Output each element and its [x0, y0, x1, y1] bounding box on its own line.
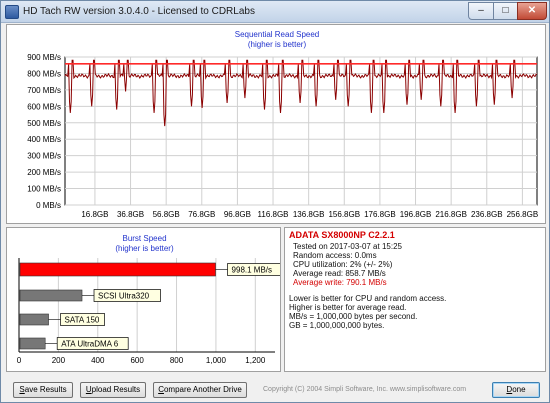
burst-speed-title-block: Burst Speed (higher is better)	[7, 234, 282, 254]
sequential-read-panel: Sequential Read Speed (higher is better)…	[6, 24, 546, 224]
done-accesskey: D	[506, 385, 513, 394]
y-tick-label: 400 MB/s	[27, 135, 61, 144]
y-tick-label: 300 MB/s	[27, 152, 61, 161]
y-tick-label: 800 MB/s	[27, 69, 61, 78]
bar-label: SCSI Ultra320	[98, 292, 150, 301]
burst-bar	[19, 262, 216, 277]
save-results-accesskey: S	[19, 385, 25, 394]
x-tick-label: 116.8GB	[258, 210, 289, 219]
app-icon	[5, 5, 19, 19]
x-tick-label: 176.8GB	[364, 210, 396, 219]
window-title: HD Tach RW version 3.0.4.0 - Licensed to…	[23, 6, 255, 17]
bar-label-box	[60, 313, 105, 326]
y-tick-label: 600 MB/s	[27, 102, 61, 111]
minimize-button[interactable]: –	[468, 2, 494, 20]
x-tick-label: 216.8GB	[435, 210, 467, 219]
burst-bar	[19, 313, 49, 326]
sequential-read-chart: 0 MB/s 100 MB/s 200 MB/s 300 MB/s 400 MB/s 50…	[27, 53, 539, 219]
y-tick-label: 0 MB/s	[36, 201, 61, 210]
burst-speed-subtitle: (higher is better)	[115, 244, 174, 253]
burst-speed-title: Burst Speed	[122, 234, 167, 243]
x-tick-label: 76.8GB	[188, 210, 215, 219]
x-tick-label: 1,200	[245, 356, 266, 365]
x-tick-label: 36.8GB	[117, 210, 144, 219]
note-line: GB = 1,000,000,000 bytes.	[289, 321, 385, 330]
bar-label: SATA 150	[65, 316, 100, 325]
x-tick-label: 0	[17, 356, 22, 365]
bar-label-box	[93, 289, 161, 302]
save-results-button[interactable]: Save Results	[13, 382, 73, 398]
bar-label: 998.1 MB/s	[232, 266, 272, 275]
compare-accesskey: C	[158, 385, 164, 394]
note-line: MB/s = 1,000,000 bytes per second.	[289, 312, 418, 321]
random-access: Random access: 0.0ms	[293, 251, 377, 260]
x-tick-label: 400	[91, 356, 105, 365]
x-tick-label: 256.8GB	[507, 210, 539, 219]
drive-name: ADATA SX8000NP C2.2.1	[289, 230, 395, 240]
cpu-utilization: CPU utilization: 2% (+/- 2%)	[293, 260, 393, 269]
burst-speed-panel: Burst Speed (higher is better) 0 200 400 60…	[6, 227, 281, 372]
bar-label-box	[227, 263, 280, 276]
x-tick-label: 236.8GB	[471, 210, 503, 219]
sequential-read-title: Sequential Read Speed	[234, 30, 320, 39]
save-results-label: ave Results	[24, 385, 67, 394]
y-tick-label: 700 MB/s	[27, 86, 61, 95]
done-button[interactable]: Done	[492, 382, 540, 398]
y-tick-label: 200 MB/s	[27, 168, 61, 177]
done-label: one	[512, 385, 526, 394]
compare-drive-button[interactable]: Compare Another Drive	[153, 382, 247, 398]
burst-speed-chart: 0 200 400 600 800 1,000 1,200 998.1 MB/s SCSI Ul…	[17, 258, 280, 365]
bar-label-box	[56, 337, 129, 350]
tested-on: Tested on 2017-03-07 at 15:25	[293, 242, 402, 251]
x-tick-label: 600	[130, 356, 144, 365]
x-tick-label: 200	[52, 356, 66, 365]
bar-label: ATA UltraDMA 6	[61, 340, 119, 349]
x-tick-label: 800	[170, 356, 184, 365]
close-button[interactable]: ✕	[517, 2, 547, 20]
burst-bar	[19, 289, 83, 302]
sequential-read-subtitle: (higher is better)	[247, 40, 307, 49]
y-tick-label: 100 MB/s	[27, 185, 61, 194]
title-bar: HD Tach RW version 3.0.4.0 - Licensed to…	[1, 1, 549, 23]
y-tick-label: 900 MB/s	[27, 53, 61, 62]
x-tick-label: 156.8GB	[328, 210, 360, 219]
x-tick-label: 16.8GB	[81, 210, 108, 219]
maximize-button[interactable]: □	[493, 2, 518, 20]
y-tick-label: 500 MB/s	[27, 119, 61, 128]
burst-bar	[19, 337, 46, 350]
x-tick-label: 136.8GB	[293, 210, 325, 219]
upload-results-label: pload Results	[91, 385, 141, 394]
average-read: Average read: 858.7 MB/s	[293, 269, 386, 278]
drive-info-panel: ADATA SX8000NP C2.2.1 Tested on 2017-03-…	[284, 227, 546, 372]
sequential-read-title-block: Sequential Read Speed (higher is better)	[7, 30, 547, 50]
x-tick-label: 1,000	[206, 356, 227, 365]
copyright-text: Copyright (C) 2004 Simpli Software, Inc.…	[263, 386, 467, 393]
read-speed-series	[64, 59, 538, 127]
average-write: Average write: 790.1 MB/s	[293, 278, 387, 287]
upload-results-button[interactable]: Upload Results	[80, 382, 146, 398]
note-line: Lower is better for CPU and random acces…	[289, 294, 447, 303]
upload-results-accesskey: U	[85, 385, 92, 394]
x-tick-label: 96.8GB	[224, 210, 251, 219]
compare-label: ompare Another Drive	[163, 385, 242, 394]
x-tick-label: 196.8GB	[400, 210, 432, 219]
note-line: Higher is better for average read.	[289, 303, 407, 312]
x-tick-label: 56.8GB	[153, 210, 180, 219]
